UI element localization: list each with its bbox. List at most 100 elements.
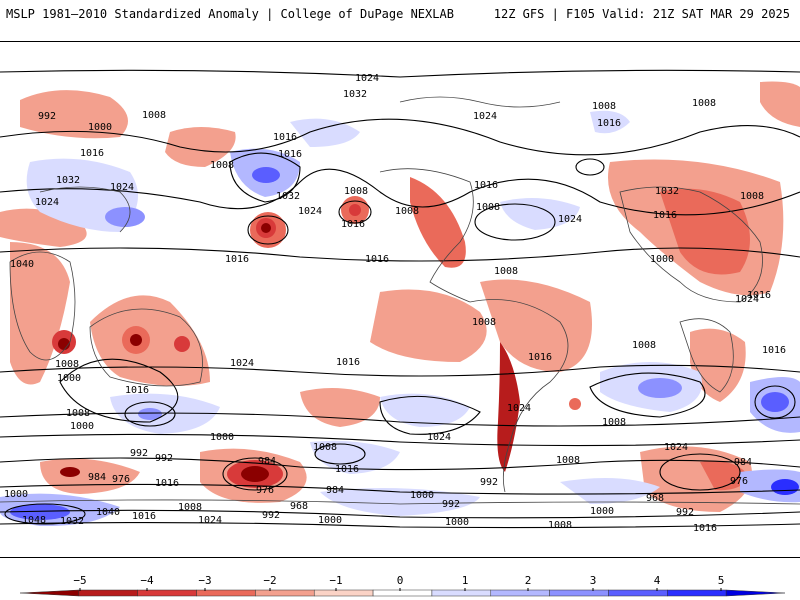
colorbar-segment <box>313 589 374 597</box>
isobar-label: 1016 <box>225 254 249 265</box>
colorbar-tick-label: 2 <box>525 574 532 587</box>
isobar-label: 1008 <box>142 110 166 121</box>
isobar-label: 968 <box>646 493 664 504</box>
anomaly-colorbar: −5 −4 −3 −2 −1 0 1 2 3 4 5 <box>19 574 786 597</box>
isobar-label: 1024 <box>230 358 254 369</box>
colorbar-tick-label: −5 <box>73 574 86 587</box>
colorbar-segment <box>667 589 727 597</box>
isobar-label: 984 <box>734 457 752 468</box>
isobar-label: 992 <box>676 507 694 518</box>
isobar-label: 1024 <box>664 442 688 453</box>
isobar-label: 1008 <box>592 101 616 112</box>
isobar-label: 1008 <box>556 455 580 466</box>
isobar-label: 1008 <box>494 266 518 277</box>
colorbar-ticks <box>79 588 722 591</box>
colorbar-tick-label: −3 <box>198 574 211 587</box>
map-header: MSLP 1981–2010 Standardized Anomaly | Co… <box>0 0 800 30</box>
isobar-label: 1024 <box>427 432 451 443</box>
isobar-label: 1016 <box>278 149 302 160</box>
isobar-label: 1024 <box>473 111 497 122</box>
isobar-label: 1032 <box>276 191 300 202</box>
colorbar-tick-label: −4 <box>140 574 154 587</box>
isobar-label: 1008 <box>740 191 764 202</box>
isobar-label: 1008 <box>602 417 626 428</box>
colorbar-tick-labels: −5 −4 −3 −2 −1 0 1 2 3 4 5 <box>73 574 724 587</box>
colorbar-tick-label: 3 <box>590 574 597 587</box>
isobar-label: 968 <box>290 501 308 512</box>
isobar-label: 1008 <box>313 442 337 453</box>
isobar-label: 992 <box>130 448 148 459</box>
isobar-label: 1008 <box>395 206 419 217</box>
isobar-label: 1016 <box>336 357 360 368</box>
isobar-label: 992 <box>480 477 498 488</box>
isobar-label: 1016 <box>80 148 104 159</box>
coastlines <box>0 96 800 505</box>
isobar-label: 1016 <box>125 385 149 396</box>
isobar-label: 1032 <box>343 89 367 100</box>
isobar-label: 1024 <box>507 403 531 414</box>
colorbar-segment <box>549 589 609 597</box>
isobar-label: 1032 <box>60 516 84 527</box>
isobar-label: 1000 <box>210 432 234 443</box>
isobar-contours <box>0 69 800 529</box>
isobar-label: 1024 <box>298 206 322 217</box>
isobar-label: 1016 <box>341 219 365 230</box>
isobar-label: 1016 <box>693 523 717 534</box>
isobar-label: 1008 <box>344 186 368 197</box>
colorbar-segment <box>372 589 433 597</box>
colorbar-tick-label: 4 <box>654 574 661 587</box>
colorbar-segment <box>19 589 80 597</box>
isobar-label: 1032 <box>56 175 80 186</box>
isobar-label: 1000 <box>445 517 469 528</box>
isobar-label: 1008 <box>472 317 496 328</box>
colorbar-tick-label: 5 <box>718 574 725 587</box>
colorbar-segment <box>608 589 668 597</box>
isobar-label: 992 <box>262 510 280 521</box>
isobar-label: 1008 <box>632 340 656 351</box>
positive-anomaly-shading <box>0 110 800 527</box>
isobar-label: 1016 <box>762 345 786 356</box>
colorbar-segment <box>431 589 492 597</box>
isobar-label: 1024 <box>735 294 759 305</box>
isobar-label: 1000 <box>590 506 614 517</box>
isobar-label: 1000 <box>70 421 94 432</box>
isobar-label: 1008 <box>548 520 572 531</box>
isobar-label: 1000 <box>57 373 81 384</box>
isobar-label: 1000 <box>318 515 342 526</box>
isobar-label: 984 <box>258 456 276 467</box>
isobar-label: 1016 <box>365 254 389 265</box>
isobar-label: 1040 <box>10 259 34 270</box>
isobar-label: 976 <box>256 485 274 496</box>
isobar-label: 992 <box>442 499 460 510</box>
isobar-label: 1016 <box>597 118 621 129</box>
map-title: MSLP 1981–2010 Standardized Anomaly | Co… <box>6 7 454 21</box>
colorbar-segment <box>255 589 315 597</box>
map-panel: 1024 1032 992 1000 1008 1016 1024 1032 1… <box>0 41 800 558</box>
colorbar-segment <box>78 589 138 597</box>
isobar-label: 992 <box>155 453 173 464</box>
isobar-label: 1024 <box>355 73 379 84</box>
colorbar-tick-label: −1 <box>329 574 342 587</box>
isobar-label: 1000 <box>410 490 434 501</box>
colorbar-segment <box>490 589 550 597</box>
isobar-label: 1016 <box>747 290 771 301</box>
isobar-label: 1000 <box>650 254 674 265</box>
isobar-label: 1008 <box>66 408 90 419</box>
isobar-label: 1016 <box>335 464 359 475</box>
isobar-label: 1024 <box>198 515 222 526</box>
isobar-label: 1008 <box>476 202 500 213</box>
isobar-label: 1016 <box>132 511 156 522</box>
isobar-label: 1008 <box>178 502 202 513</box>
isobar-label: 1040 <box>96 507 120 518</box>
isobar-label: 1016 <box>653 210 677 221</box>
isobar-label: 1024 <box>35 197 59 208</box>
isobar-label: 1008 <box>210 160 234 171</box>
isobar-label: 1000 <box>88 122 112 133</box>
isobar-labels: 1024 1032 992 1000 1008 1016 1024 1032 1… <box>4 73 786 534</box>
isobar-label: 1016 <box>474 180 498 191</box>
colorbar-segment <box>725 589 786 597</box>
isobar-label: 1024 <box>558 214 582 225</box>
negative-anomaly-shading <box>0 81 800 512</box>
colorbar-tick-label: 1 <box>462 574 469 587</box>
isobar-label: 976 <box>112 474 130 485</box>
